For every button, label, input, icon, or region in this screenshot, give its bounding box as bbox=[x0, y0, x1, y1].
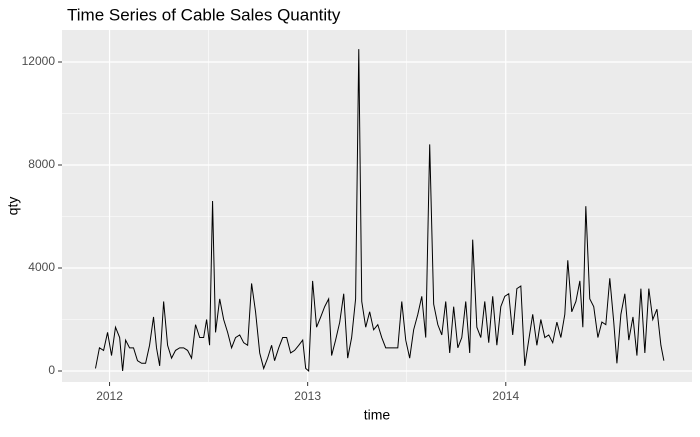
y-axis-label: qty bbox=[5, 197, 21, 216]
y-tick-label: 12000 bbox=[22, 54, 56, 68]
chart-title: Time Series of Cable Sales Quantity bbox=[67, 5, 341, 24]
x-tick-label: 2013 bbox=[294, 389, 321, 403]
y-tick-label: 4000 bbox=[28, 260, 55, 274]
plot-panel bbox=[62, 30, 692, 382]
line bbox=[94, 49, 665, 373]
x-axis-label: time bbox=[364, 407, 391, 423]
x-tick-label: 2012 bbox=[96, 389, 123, 403]
x-tick-label: 2014 bbox=[492, 389, 519, 403]
y-tick-label: 0 bbox=[48, 363, 55, 377]
y-tick-label: 8000 bbox=[28, 157, 55, 171]
